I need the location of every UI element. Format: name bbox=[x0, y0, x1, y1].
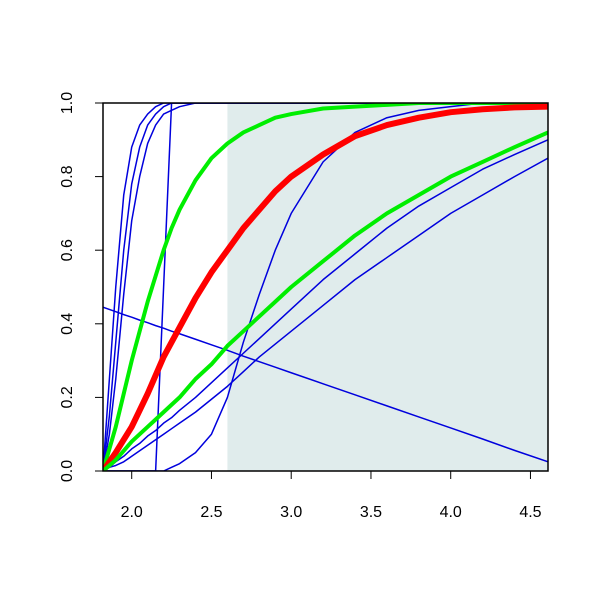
curve bbox=[103, 103, 548, 471]
curve bbox=[103, 103, 548, 471]
plot-area bbox=[103, 103, 548, 471]
curve bbox=[103, 103, 548, 471]
y-tick-label: 0.0 bbox=[59, 460, 76, 482]
x-tick-label: 3.0 bbox=[280, 504, 302, 521]
y-tick-label: 0.8 bbox=[59, 165, 76, 187]
curve bbox=[103, 306, 548, 463]
y-tick-label: 1.0 bbox=[59, 92, 76, 114]
curve bbox=[103, 130, 548, 471]
plot-frame bbox=[102, 102, 549, 472]
axes: 2.0 2.5 3.0 3.5 4.0 4.5 0.0 0.2 0.4 0.6 0.8 1.0 bbox=[59, 92, 549, 521]
x-tick-label: 4.5 bbox=[519, 504, 541, 521]
shaded-region bbox=[227, 103, 548, 471]
curve bbox=[103, 103, 548, 471]
curve bbox=[103, 103, 548, 471]
x-tick-label: 4.0 bbox=[440, 504, 462, 521]
curve bbox=[103, 139, 548, 471]
curve bbox=[103, 157, 548, 471]
x-tick-label: 2.5 bbox=[200, 504, 222, 521]
y-tick-label: 0.4 bbox=[59, 313, 76, 335]
y-tick-label: 0.2 bbox=[59, 386, 76, 408]
x-tick-label: 2.0 bbox=[121, 504, 143, 521]
x-tick-label: 3.5 bbox=[360, 504, 382, 521]
y-tick-label: 0.6 bbox=[59, 239, 76, 261]
